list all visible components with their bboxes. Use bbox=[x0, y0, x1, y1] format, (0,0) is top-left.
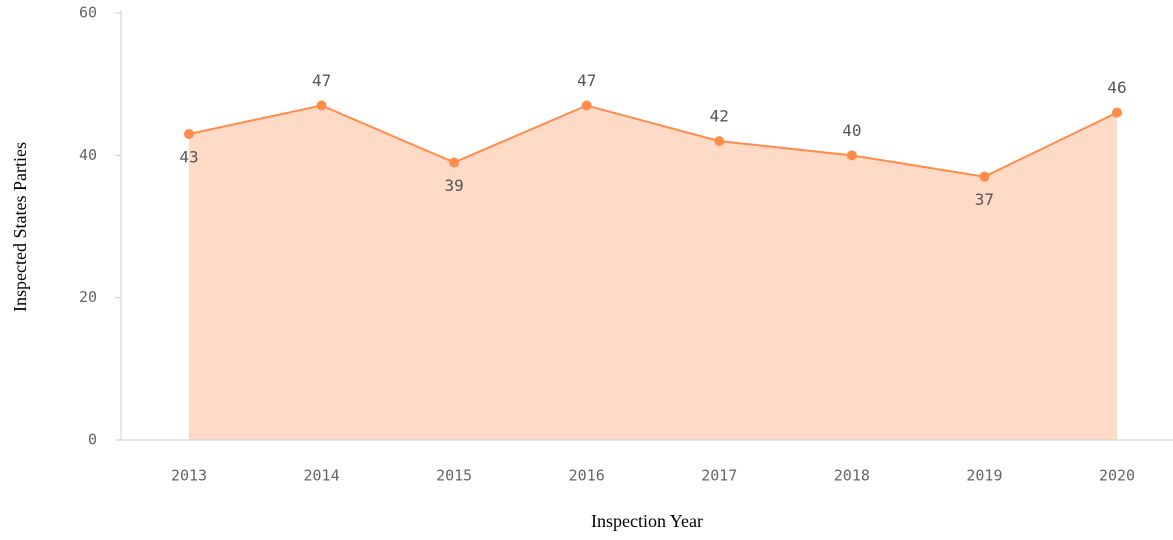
point bbox=[316, 100, 327, 111]
y-tick-label: 0 bbox=[88, 431, 97, 449]
value-label: 46 bbox=[1107, 78, 1126, 97]
area bbox=[189, 105, 1117, 441]
value-label: 47 bbox=[577, 71, 596, 90]
x-tick-label: 2017 bbox=[701, 467, 737, 485]
x-tick-label: 2014 bbox=[304, 467, 340, 485]
line bbox=[188, 104, 1118, 178]
x-axis-title: Inspection Year bbox=[591, 511, 703, 531]
y-tick-label: 40 bbox=[79, 146, 97, 164]
point bbox=[581, 100, 592, 111]
point bbox=[184, 128, 194, 139]
y-axis-title: Inspected States Parties bbox=[10, 142, 30, 312]
value-label: 39 bbox=[445, 176, 464, 195]
value-label: 40 bbox=[842, 121, 861, 140]
point bbox=[979, 171, 990, 182]
x-tick-label: 2020 bbox=[1099, 467, 1135, 485]
point bbox=[449, 157, 460, 168]
x-tick-label: 2013 bbox=[171, 467, 207, 485]
x-tick-label: 2015 bbox=[436, 467, 472, 485]
point bbox=[1112, 107, 1122, 118]
value-label: 42 bbox=[710, 107, 729, 126]
y-tick-label: 60 bbox=[79, 4, 97, 22]
x-tick-label: 2018 bbox=[834, 467, 870, 485]
point bbox=[846, 150, 857, 161]
value-label: 47 bbox=[312, 71, 331, 90]
y-tick-label: 20 bbox=[79, 288, 97, 306]
x-tick-label: 2019 bbox=[966, 467, 1002, 485]
value-label: 37 bbox=[975, 190, 994, 209]
x-tick-label: 2016 bbox=[569, 467, 605, 485]
point bbox=[714, 136, 725, 147]
value-label: 43 bbox=[179, 147, 198, 166]
